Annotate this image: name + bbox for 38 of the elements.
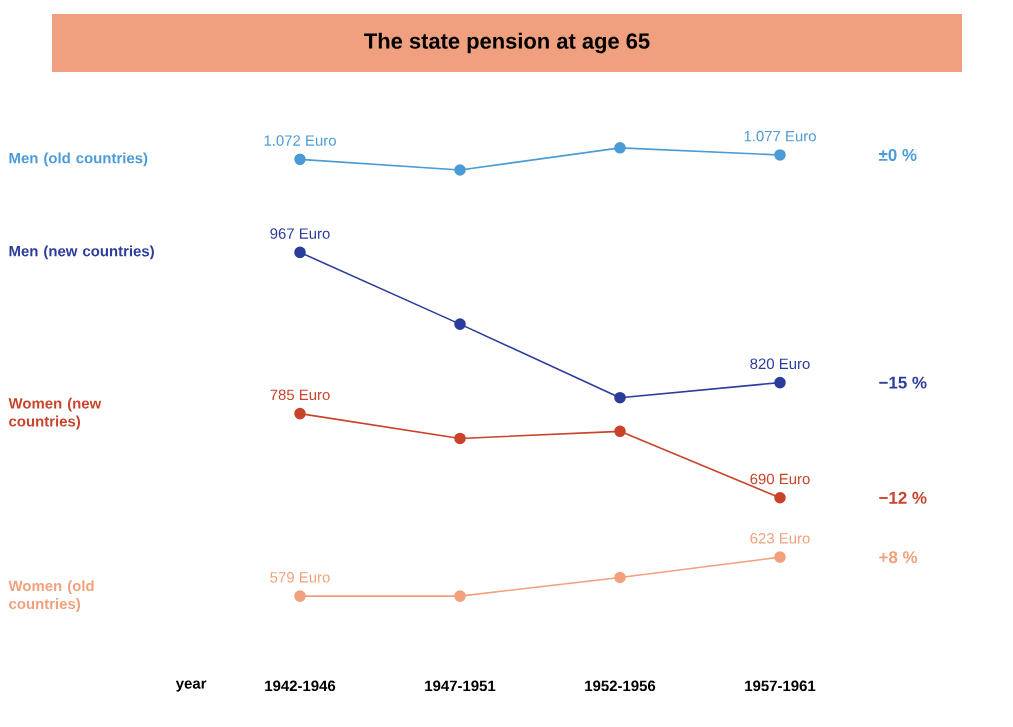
data-label: 690 Euro: [750, 473, 810, 485]
text: ±0 %: [878, 148, 917, 161]
data-label: 967 Euro: [270, 228, 330, 239]
text: +8 %: [879, 551, 918, 564]
text: Women (new countries): [8, 397, 102, 430]
text: Men (old countries): [9, 152, 148, 167]
point: [614, 142, 626, 154]
x-tick-label: 1952-1956: [585, 680, 656, 692]
chart-title: The state pension at age 65: [364, 32, 650, 54]
x-tick-label: 1957-1961: [745, 680, 816, 692]
x-tick-label: 1942-1946: [265, 680, 336, 692]
text: −15 %: [879, 376, 927, 389]
point: [454, 432, 466, 445]
point: [454, 164, 466, 176]
text: −12 %: [879, 491, 927, 504]
data-label: 785 Euro: [270, 389, 330, 401]
point: [774, 376, 786, 389]
data-label: 1.072 Euro: [264, 135, 336, 146]
point: [614, 391, 626, 404]
data-label: 623 Euro: [750, 533, 810, 544]
point: [614, 571, 626, 584]
x-axis-title: year: [175, 680, 207, 692]
text: Men (new countries): [9, 245, 154, 260]
data-label: 579 Euro: [270, 572, 330, 583]
point: [614, 425, 626, 438]
point: [774, 149, 786, 161]
point: [774, 551, 786, 563]
point: [294, 153, 306, 166]
point: [774, 492, 786, 504]
data-label: 820 Euro: [750, 358, 810, 370]
data-label: 1.077 Euro: [744, 130, 816, 142]
point: [454, 318, 466, 330]
point: [294, 407, 306, 420]
x-tick-label: 1947-1951: [425, 680, 496, 692]
text: Women (old countries): [8, 580, 94, 613]
point: [454, 590, 466, 602]
point: [294, 246, 306, 259]
point: [294, 590, 306, 602]
